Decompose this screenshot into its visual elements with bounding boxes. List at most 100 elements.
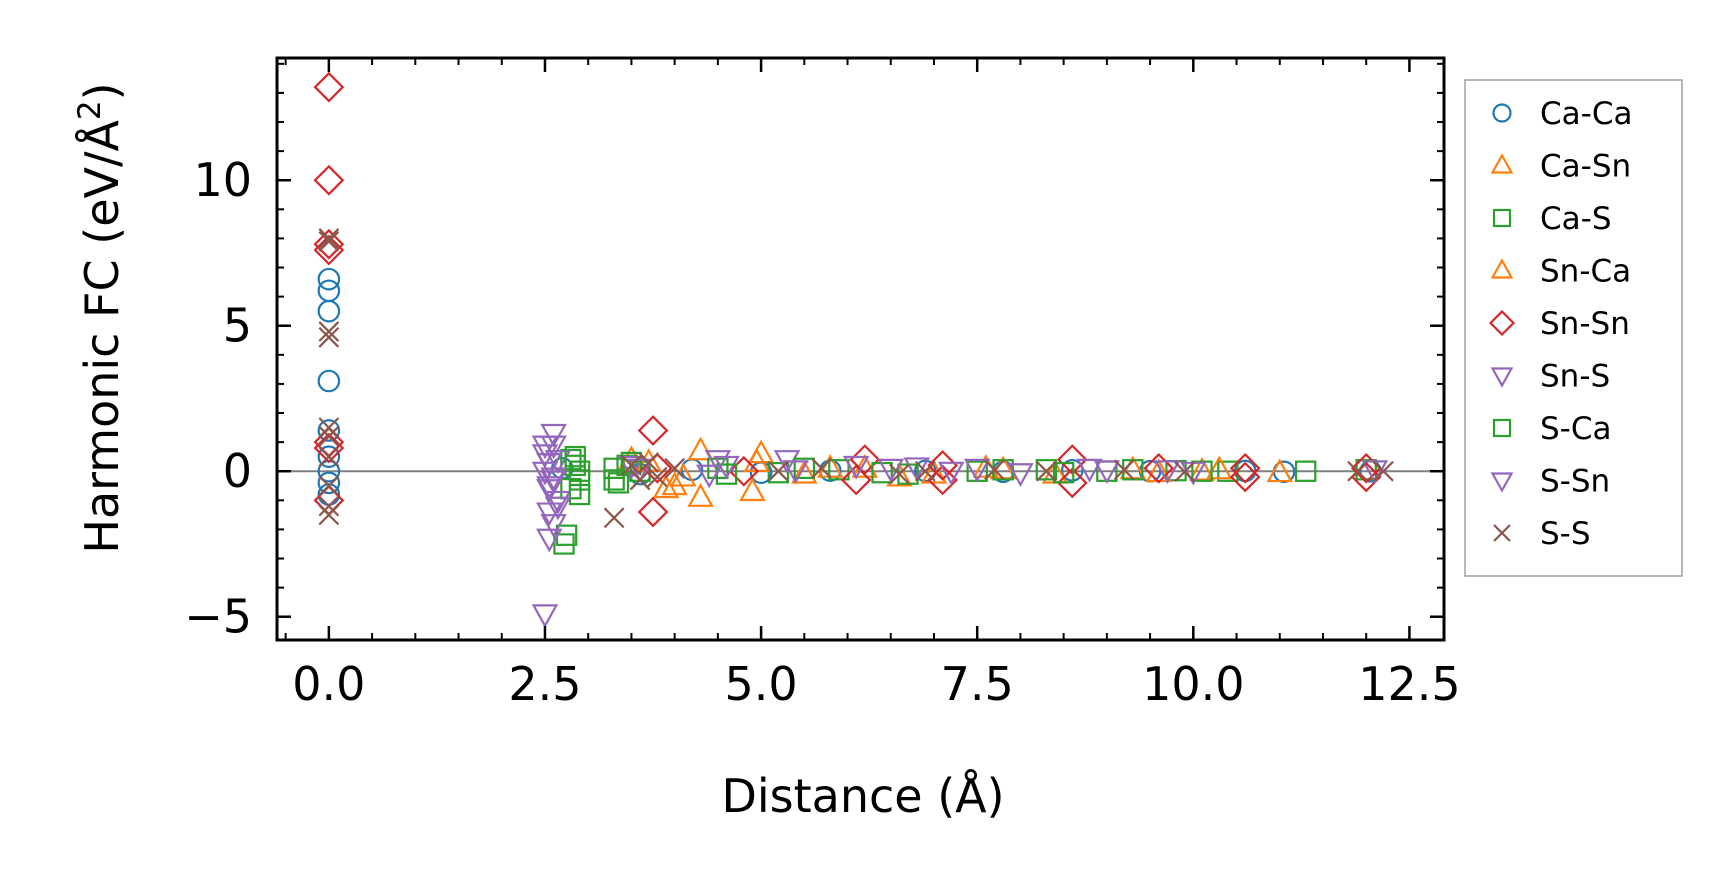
data-point [1093, 460, 1121, 485]
data-point [618, 455, 645, 480]
axis-ticks [277, 58, 1444, 640]
data-point [920, 459, 948, 484]
data-point [927, 450, 958, 481]
data-point [544, 496, 572, 521]
data-point [603, 507, 625, 529]
y-axis-title-superscript: 2 [72, 100, 108, 120]
legend-item: Sn-S [1490, 359, 1610, 395]
data-point [317, 267, 341, 291]
data-point [564, 445, 586, 468]
data-point [1347, 460, 1368, 482]
data-point [664, 457, 686, 479]
legend-label: Ca-Ca [1540, 96, 1632, 132]
legend-item: Sn-Ca [1490, 254, 1631, 290]
data-point [1294, 460, 1317, 482]
data-point [1035, 460, 1057, 482]
legend-label: S-S [1540, 516, 1591, 552]
legend-marker [1492, 208, 1512, 228]
data-point [1229, 452, 1261, 484]
series-s-sn [531, 435, 1207, 521]
data-point [318, 321, 340, 342]
legend-marker [1490, 472, 1514, 493]
data-point [313, 432, 345, 464]
data-point [1056, 467, 1088, 499]
legend: Ca-Ca Ca-Sn Ca-S Sn-Ca Sn-Sn Sn-S S-Ca S-Sn S-S [1464, 79, 1683, 577]
data-point [728, 455, 760, 487]
data-point [828, 459, 850, 481]
data-point [317, 471, 341, 495]
data-point [670, 462, 697, 487]
legend-marker [1493, 524, 1511, 542]
data-point [637, 415, 669, 446]
data-point [318, 228, 340, 249]
data-point [568, 483, 591, 506]
data-point [927, 464, 958, 496]
legend-label: Sn-Sn [1540, 306, 1630, 342]
data-point [1035, 459, 1058, 481]
data-point [568, 460, 591, 482]
data-point [313, 228, 345, 260]
legend-items: Ca-Ca Ca-Sn Ca-S Sn-Ca Sn-Sn Sn-S S-Ca S-Sn S-S [1488, 96, 1632, 552]
data-point [544, 490, 572, 515]
legend-marker [1492, 418, 1512, 438]
data-point [782, 460, 809, 485]
data-point [1191, 460, 1213, 482]
data-point [540, 467, 567, 492]
x-tick-label: 7.5 [941, 657, 1014, 711]
data-point [318, 425, 340, 447]
data-point [984, 459, 1005, 481]
data-point [1143, 452, 1175, 484]
data-point [840, 464, 872, 496]
data-point [646, 466, 668, 488]
data-point [318, 504, 340, 526]
data-point [704, 450, 732, 474]
data-point [661, 471, 688, 496]
data-point [914, 460, 936, 482]
data-point [626, 458, 654, 483]
legend-label: Sn-S [1540, 359, 1610, 395]
data-point [317, 369, 341, 393]
data-point [1188, 456, 1216, 481]
y-tick-label: 10 [193, 153, 252, 207]
data-point [603, 469, 625, 491]
data-point [607, 472, 630, 494]
data-point [1205, 455, 1233, 480]
data-point [313, 164, 345, 196]
data-point [1052, 461, 1075, 484]
legend-label: Ca-S [1540, 201, 1612, 237]
data-point [652, 474, 680, 499]
data-point [687, 483, 714, 507]
data-point [739, 477, 766, 502]
y-axis-title-close: ) [75, 82, 129, 100]
tick-labels: 0.0 2.5 5.0 7.5 10.0 12.5 −5 0 5 10 [184, 153, 1460, 711]
legend-marker [1488, 309, 1516, 337]
x-tick-label: 10.0 [1142, 657, 1244, 711]
data-point [889, 463, 910, 485]
legend-item: Ca-Ca [1492, 96, 1632, 132]
data-point [811, 457, 832, 479]
y-tick-label: −5 [184, 590, 252, 644]
y-axis-title: Harmonic FC (eV/Å2) [72, 82, 129, 553]
data-point [531, 461, 559, 486]
data-point [793, 457, 816, 480]
data-point [791, 459, 818, 484]
legend-marker [1490, 153, 1514, 174]
data-point [313, 71, 345, 103]
y-tick-label: 5 [223, 299, 252, 353]
data-points [313, 71, 1394, 629]
data-point [318, 475, 340, 497]
data-point [544, 450, 572, 474]
plot-area: 0.0 2.5 5.0 7.5 10.0 12.5 −5 0 5 10 [184, 56, 1461, 711]
data-point [531, 435, 559, 460]
legend-label: S-Ca [1540, 411, 1612, 447]
legend-item: S-S [1493, 516, 1591, 552]
legend-item: Ca-S [1492, 201, 1612, 237]
data-point [318, 495, 340, 517]
x-tick-label: 0.0 [292, 657, 365, 711]
data-point [603, 457, 625, 480]
data-point [1229, 461, 1261, 493]
legend-item: Sn-Sn [1488, 306, 1630, 342]
data-point [842, 455, 870, 480]
data-point [540, 423, 567, 448]
data-point [621, 455, 642, 476]
